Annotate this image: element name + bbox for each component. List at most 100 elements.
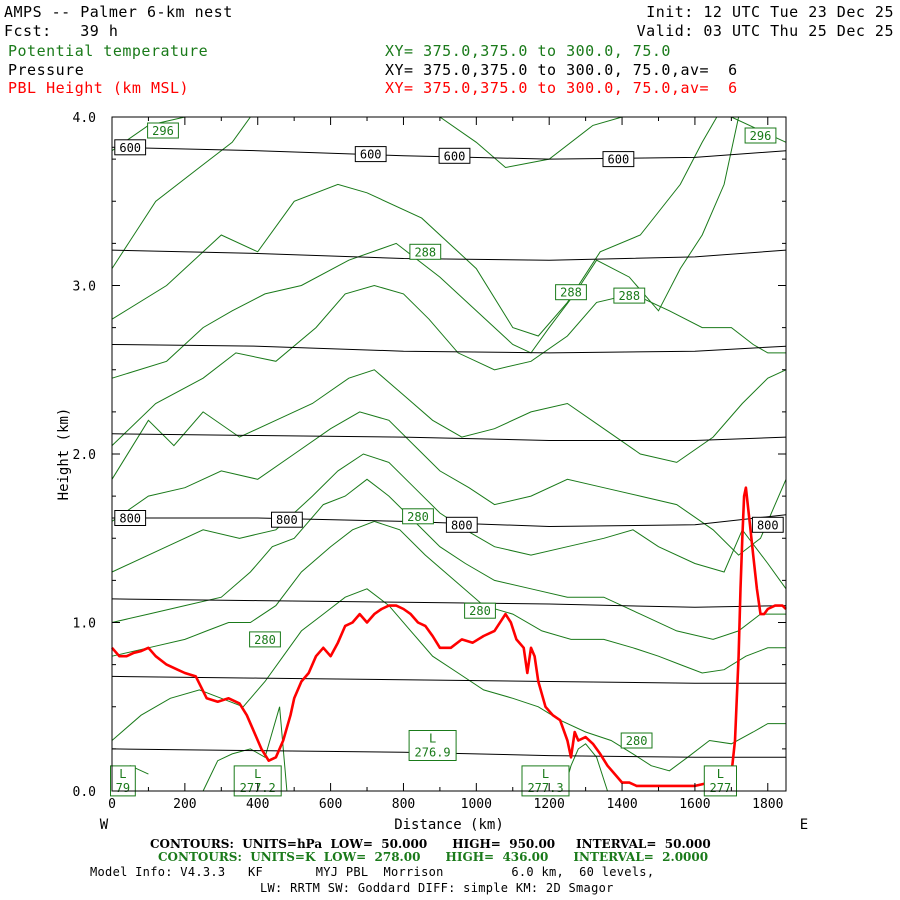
- pressure-label-text: 800: [451, 518, 473, 532]
- field-theta-xy: XY= 375.0,375.0 to 300.0, 75.0: [385, 42, 671, 60]
- pressure-label-box: [114, 510, 147, 526]
- field-pbl-xy: XY= 375.0,375.0 to 300.0, 75.0,av= 6: [385, 79, 738, 97]
- pressure-contour: [111, 598, 787, 608]
- theta-contour: [111, 116, 740, 379]
- theta-contour: [111, 116, 718, 337]
- x-tick-label: 1600: [679, 797, 710, 812]
- pressure-label-text: 600: [360, 148, 382, 162]
- low-label-letter: L: [429, 732, 436, 746]
- theta-label-box: [744, 127, 777, 144]
- y-axis-label: Height (km): [56, 408, 72, 501]
- pressure-label-text: 800: [757, 518, 779, 532]
- low-label-value: 79: [116, 781, 130, 795]
- theta-label: 288: [409, 243, 442, 260]
- x-tick-label: 200: [173, 797, 196, 812]
- field-pbl-name: PBL Height (km MSL): [8, 79, 190, 97]
- theta-label: 288: [555, 284, 587, 301]
- theta-label-text: 280: [469, 604, 491, 618]
- theta-label-box: [555, 284, 587, 301]
- low-label-value: 277.3: [527, 781, 563, 795]
- pressure-label-box: [438, 147, 471, 164]
- west-label: W: [100, 817, 109, 833]
- pressure-label: 600: [602, 151, 635, 168]
- x-axis-label: Distance (km): [394, 817, 504, 833]
- low-label-letter: L: [254, 767, 261, 781]
- theta-label-text: 296: [750, 129, 772, 143]
- forecast-hour: Fcst: 39 h: [4, 22, 119, 40]
- pressure-label-text: 600: [119, 141, 141, 155]
- pressure-contour: [111, 249, 787, 261]
- theta-label-text: 288: [560, 286, 582, 300]
- x-tick-label: 400: [246, 797, 269, 812]
- theta-label: 280: [620, 732, 653, 749]
- theta-label-text: 288: [618, 289, 640, 303]
- theta-label-text: 296: [152, 124, 174, 138]
- pressure-label-box: [602, 151, 635, 168]
- x-tick-label: 600: [319, 797, 342, 812]
- y-tick-label: 4.0: [73, 111, 96, 126]
- theta-label-box: [249, 631, 281, 648]
- theta-label-box: [464, 602, 496, 619]
- east-label: E: [800, 817, 808, 833]
- theta-label-box: [409, 243, 442, 260]
- pressure-label: 800: [271, 511, 303, 528]
- pressure-label: 600: [114, 139, 147, 156]
- field-pressure-name: Pressure: [8, 61, 85, 79]
- low-label-value: 277: [710, 781, 732, 795]
- valid-time: Valid: 03 UTC Thu 25 Dec 25: [636, 22, 894, 40]
- x-tick-label: 800: [392, 797, 415, 812]
- theta-label-box: [147, 122, 179, 139]
- pressure-label: 800: [114, 510, 147, 526]
- y-tick-label: 3.0: [73, 280, 96, 295]
- pressure-label-box: [751, 516, 784, 533]
- contours-pressure-info: CONTOURS: UNITS=hPa LOW= 50.000 HIGH= 95…: [150, 837, 711, 851]
- theta-label-text: 288: [414, 245, 436, 259]
- init-time: Init: 12 UTC Tue 23 Dec 25: [646, 3, 894, 21]
- theta-label-box: [620, 732, 653, 749]
- low-label-value: 276.9: [415, 746, 451, 760]
- x-tick-label: 0: [108, 797, 116, 812]
- theta-label: 296: [744, 127, 777, 144]
- pressure-label: 600: [438, 147, 471, 164]
- theta-contour: [111, 478, 786, 640]
- pressure-label-box: [114, 139, 147, 156]
- model-info-physics: LW: RRTM SW: Goddard DIFF: simple KM: 2D…: [260, 881, 614, 895]
- theta-contour: [111, 411, 787, 556]
- theta-contour: [111, 369, 787, 480]
- x-tick-label: 1800: [752, 797, 783, 812]
- pressure-contour: [111, 675, 786, 684]
- model-info: Model Info: V4.3.3 KF MYJ PBL Morrison 6…: [90, 865, 655, 879]
- theta-label: 280: [464, 602, 496, 619]
- pressure-label-box: [271, 511, 303, 528]
- model-title: AMPS -- Palmer 6-km nest: [4, 3, 233, 21]
- pressure-label: 800: [445, 516, 478, 533]
- pressure-label-box: [354, 146, 387, 163]
- theta-label: 280: [402, 508, 434, 525]
- pressure-label-text: 800: [276, 513, 298, 527]
- theta-label: 296: [147, 122, 179, 139]
- theta-label-box: [613, 287, 646, 304]
- theta-contour: [111, 116, 787, 269]
- theta-contour: [111, 284, 786, 446]
- pressure-label-text: 600: [444, 149, 466, 163]
- pressure-label: 600: [354, 146, 387, 163]
- pressure-label-text: 600: [608, 153, 630, 167]
- theta-contour: [111, 520, 786, 674]
- theta-contour: [202, 706, 288, 792]
- field-theta-name: Potential temperature: [8, 42, 209, 60]
- y-tick-label: 0.0: [73, 785, 96, 800]
- theta-label: 280: [249, 631, 281, 648]
- theta-label-text: 280: [254, 633, 276, 647]
- pressure-contour: [111, 433, 787, 441]
- x-tick-label: 1200: [534, 797, 565, 812]
- plot-frame: [111, 116, 787, 792]
- pressure-contour: [111, 748, 786, 758]
- theta-contour: [563, 743, 608, 792]
- theta-label-text: 280: [626, 734, 648, 748]
- low-label-letter: L: [119, 767, 126, 781]
- pressure-contour: [111, 344, 787, 354]
- low-label-letter: L: [717, 767, 724, 781]
- pressure-label: 800: [751, 516, 784, 533]
- pressure-label-text: 800: [119, 512, 141, 526]
- pressure-contour: [111, 146, 787, 160]
